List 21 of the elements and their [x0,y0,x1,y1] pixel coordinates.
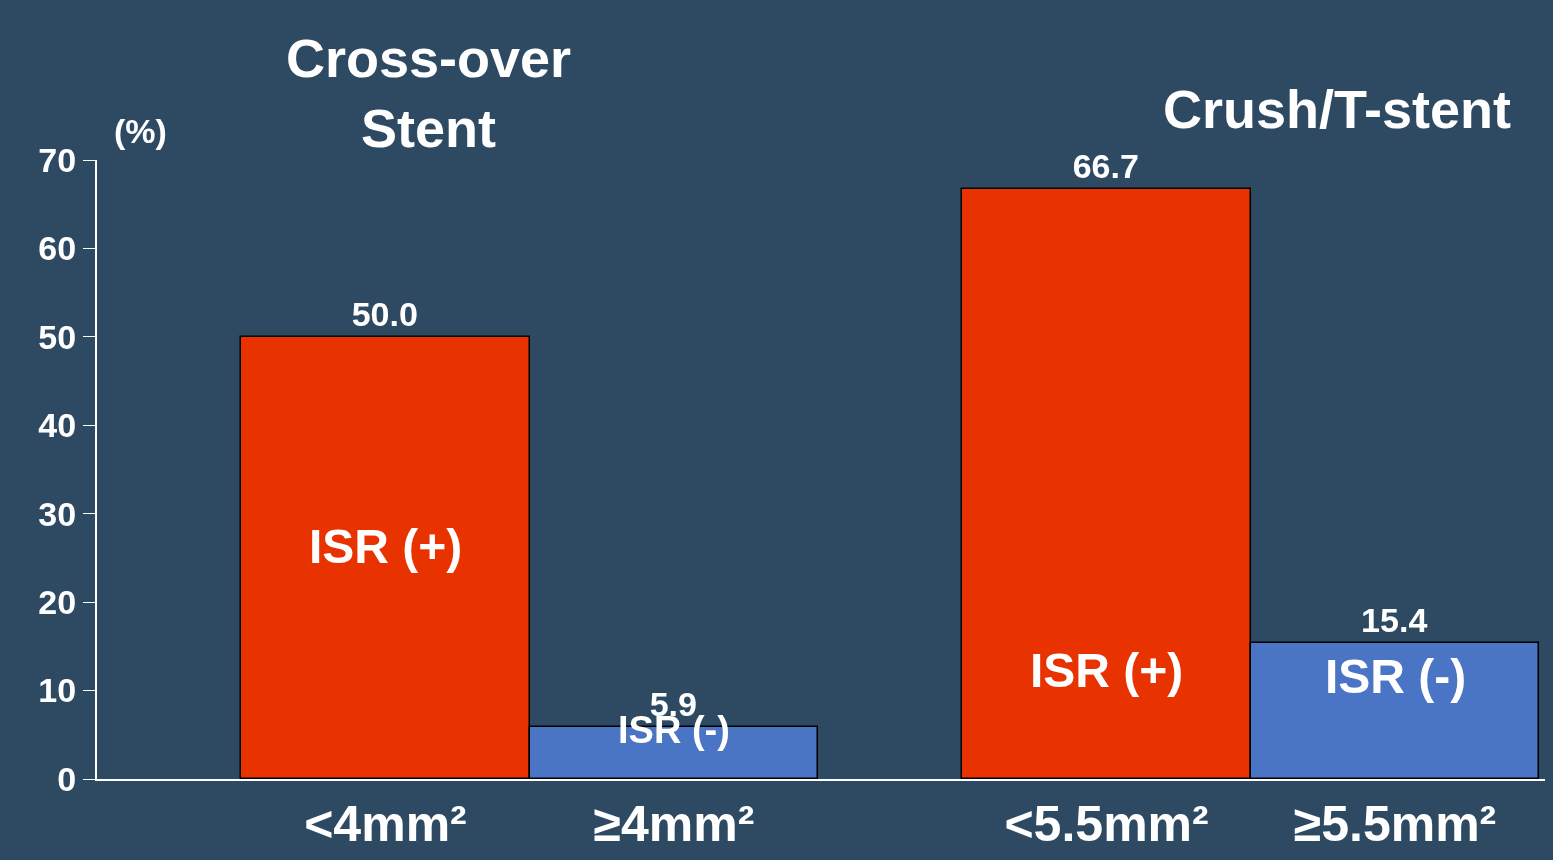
y-axis-title: (%) [114,112,167,150]
x-tick-label: ≥5.5mm² [1293,796,1497,852]
x-tick-label: <5.5mm² [1004,796,1209,852]
annotation: ISR (+) [309,520,463,573]
data-label: 66.7 [1072,147,1139,186]
y-tick-label: 60 [38,229,77,268]
y-tick-label: 70 [38,140,77,179]
data-label: 50.0 [351,295,418,334]
y-tick-label: 40 [38,406,77,445]
data-label: 15.4 [1361,601,1428,640]
y-tick-label: 30 [38,494,77,533]
x-tick-label: <4mm² [304,796,467,852]
text: Crush/T-stent [1163,79,1512,139]
y-tick-label: 50 [38,317,77,356]
annotation: ISR (+) [1030,644,1184,697]
y-tick-label: 20 [38,583,77,622]
text: Cross-over Stent [286,28,572,159]
y-tick-label: 0 [57,759,77,798]
y-tick-label: 10 [38,671,77,710]
x-tick-label: ≥4mm² [593,796,755,852]
annotation: ISR (-) [1325,650,1467,703]
